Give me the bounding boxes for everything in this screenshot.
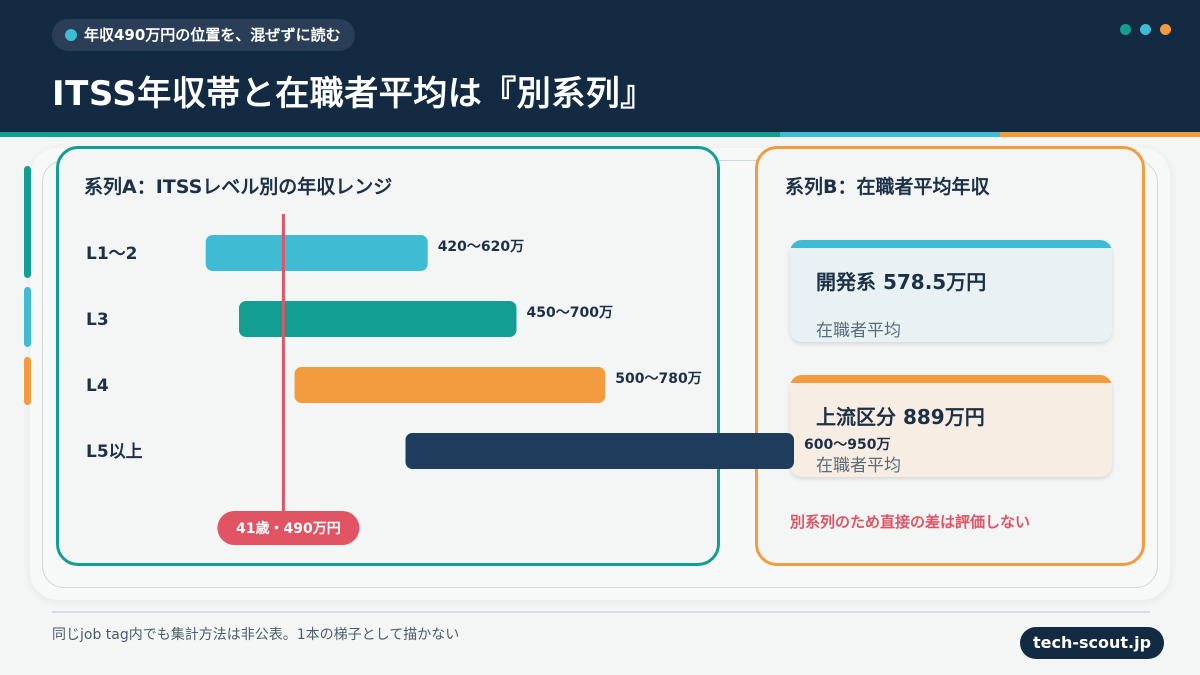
teal-dot-icon (1120, 24, 1131, 35)
accent-stripe-orange (1000, 132, 1200, 137)
footnote: 同じjob tag内でも集計方法は非公表。1本の梯子として描かない (52, 627, 460, 643)
range-bar (294, 367, 606, 403)
accent-stripe-cyan (780, 132, 1000, 137)
orange-dot-icon (1160, 24, 1171, 35)
range-value-label: 450〜700万 (527, 305, 613, 321)
card-label: 在職者平均 (816, 321, 901, 341)
range-value-label: 500〜780万 (615, 371, 701, 387)
panel-b-title: 系列B：在職者平均年収 (785, 176, 990, 198)
side-accent-orange (24, 357, 31, 405)
subtitle-pill-text: 年収490万円の位置を、混ぜずに読む (84, 26, 341, 44)
accent-stripe-teal (0, 132, 780, 137)
bullet-dot-icon (65, 29, 77, 41)
average-card-dev: 開発系 578.5万円 在職者平均 (790, 240, 1112, 342)
marker-label: 41歳・490万円 (236, 520, 341, 537)
brand-badge: tech-scout.jp (1020, 627, 1165, 659)
comparison-note: 別系列のため直接の差は評価しない (790, 513, 1031, 531)
category-label: L3 (86, 310, 109, 330)
card-accent-bar (790, 240, 1112, 248)
marker-badge (217, 511, 360, 545)
panel-a-title: 系列A：ITSSレベル別の年収レンジ (84, 176, 393, 198)
range-bar (205, 235, 428, 271)
category-label: L4 (86, 376, 109, 396)
average-card-upstream: 上流区分 889万円 在職者平均 (790, 375, 1112, 477)
range-value-label: 420〜620万 (438, 239, 524, 255)
page-title: ITSS年収帯と在職者平均は『別系列』 (52, 74, 655, 114)
range-value-label: 600〜950万 (804, 437, 890, 453)
card-label: 在職者平均 (816, 456, 901, 476)
category-label: L5以上 (86, 442, 143, 462)
card-value: 上流区分 889万円 (816, 405, 985, 429)
range-bar (405, 433, 794, 469)
category-label: L1〜2 (86, 244, 138, 264)
card-value: 開発系 578.5万円 (816, 270, 987, 294)
footer-divider (52, 611, 1150, 613)
marker-line (281, 214, 285, 514)
range-bar (239, 301, 517, 337)
panel-series-b (755, 146, 1145, 566)
side-accent-cyan (24, 287, 31, 347)
subtitle-pill: 年収490万円の位置を、混ぜずに読む (52, 19, 355, 51)
card-accent-bar (790, 375, 1112, 383)
panel-series-a (56, 146, 720, 566)
side-accent-teal (24, 166, 31, 278)
cyan-dot-icon (1140, 24, 1151, 35)
